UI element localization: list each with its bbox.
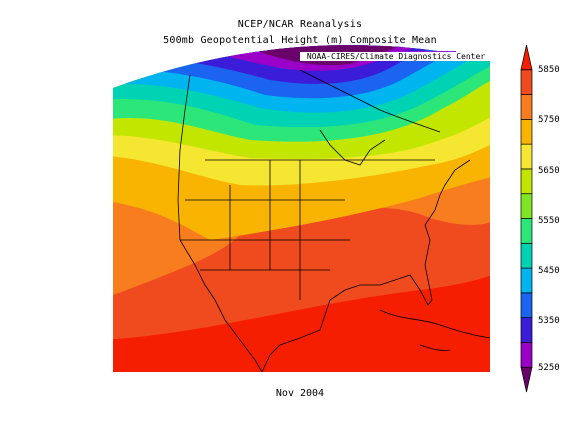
- colorbar-bin: [520, 317, 533, 343]
- colorbar-label: 5450: [538, 266, 560, 276]
- colorbar-bin: [520, 292, 533, 318]
- colorbar-bin: [520, 193, 533, 219]
- colorbar-label: 5350: [538, 316, 560, 326]
- colorbar-bin: [520, 342, 533, 368]
- colorbar-bin: [520, 168, 533, 195]
- colorbar-bin: [520, 69, 533, 95]
- chart-title: NCEP/NCAR Reanalysis: [237, 19, 363, 30]
- credit-text: NOAA-CIRES/Climate Diagnostics Center: [300, 52, 492, 61]
- colorbar-label: 5250: [538, 363, 560, 373]
- colorbar-label: 5550: [538, 216, 560, 226]
- colorbar-label: 5850: [538, 65, 560, 75]
- colorbar-bin: [520, 94, 533, 120]
- colorbar-bin: [520, 242, 533, 269]
- date-label: Nov 2004: [275, 388, 325, 399]
- colorbar-label: 5750: [538, 115, 560, 125]
- coastlines: [177, 69, 491, 373]
- colorbar-bin: [520, 267, 533, 294]
- colorbar-bin: [520, 218, 533, 244]
- colorbar-bin: [520, 44, 533, 71]
- colorbar-bin: [520, 119, 533, 145]
- colorbar-bin: [520, 143, 533, 170]
- colorbar-bin: [520, 366, 533, 393]
- chart-subtitle: 500mb Geopotential Height (m) Composite …: [163, 35, 437, 46]
- colorbar-label: 5650: [538, 166, 560, 176]
